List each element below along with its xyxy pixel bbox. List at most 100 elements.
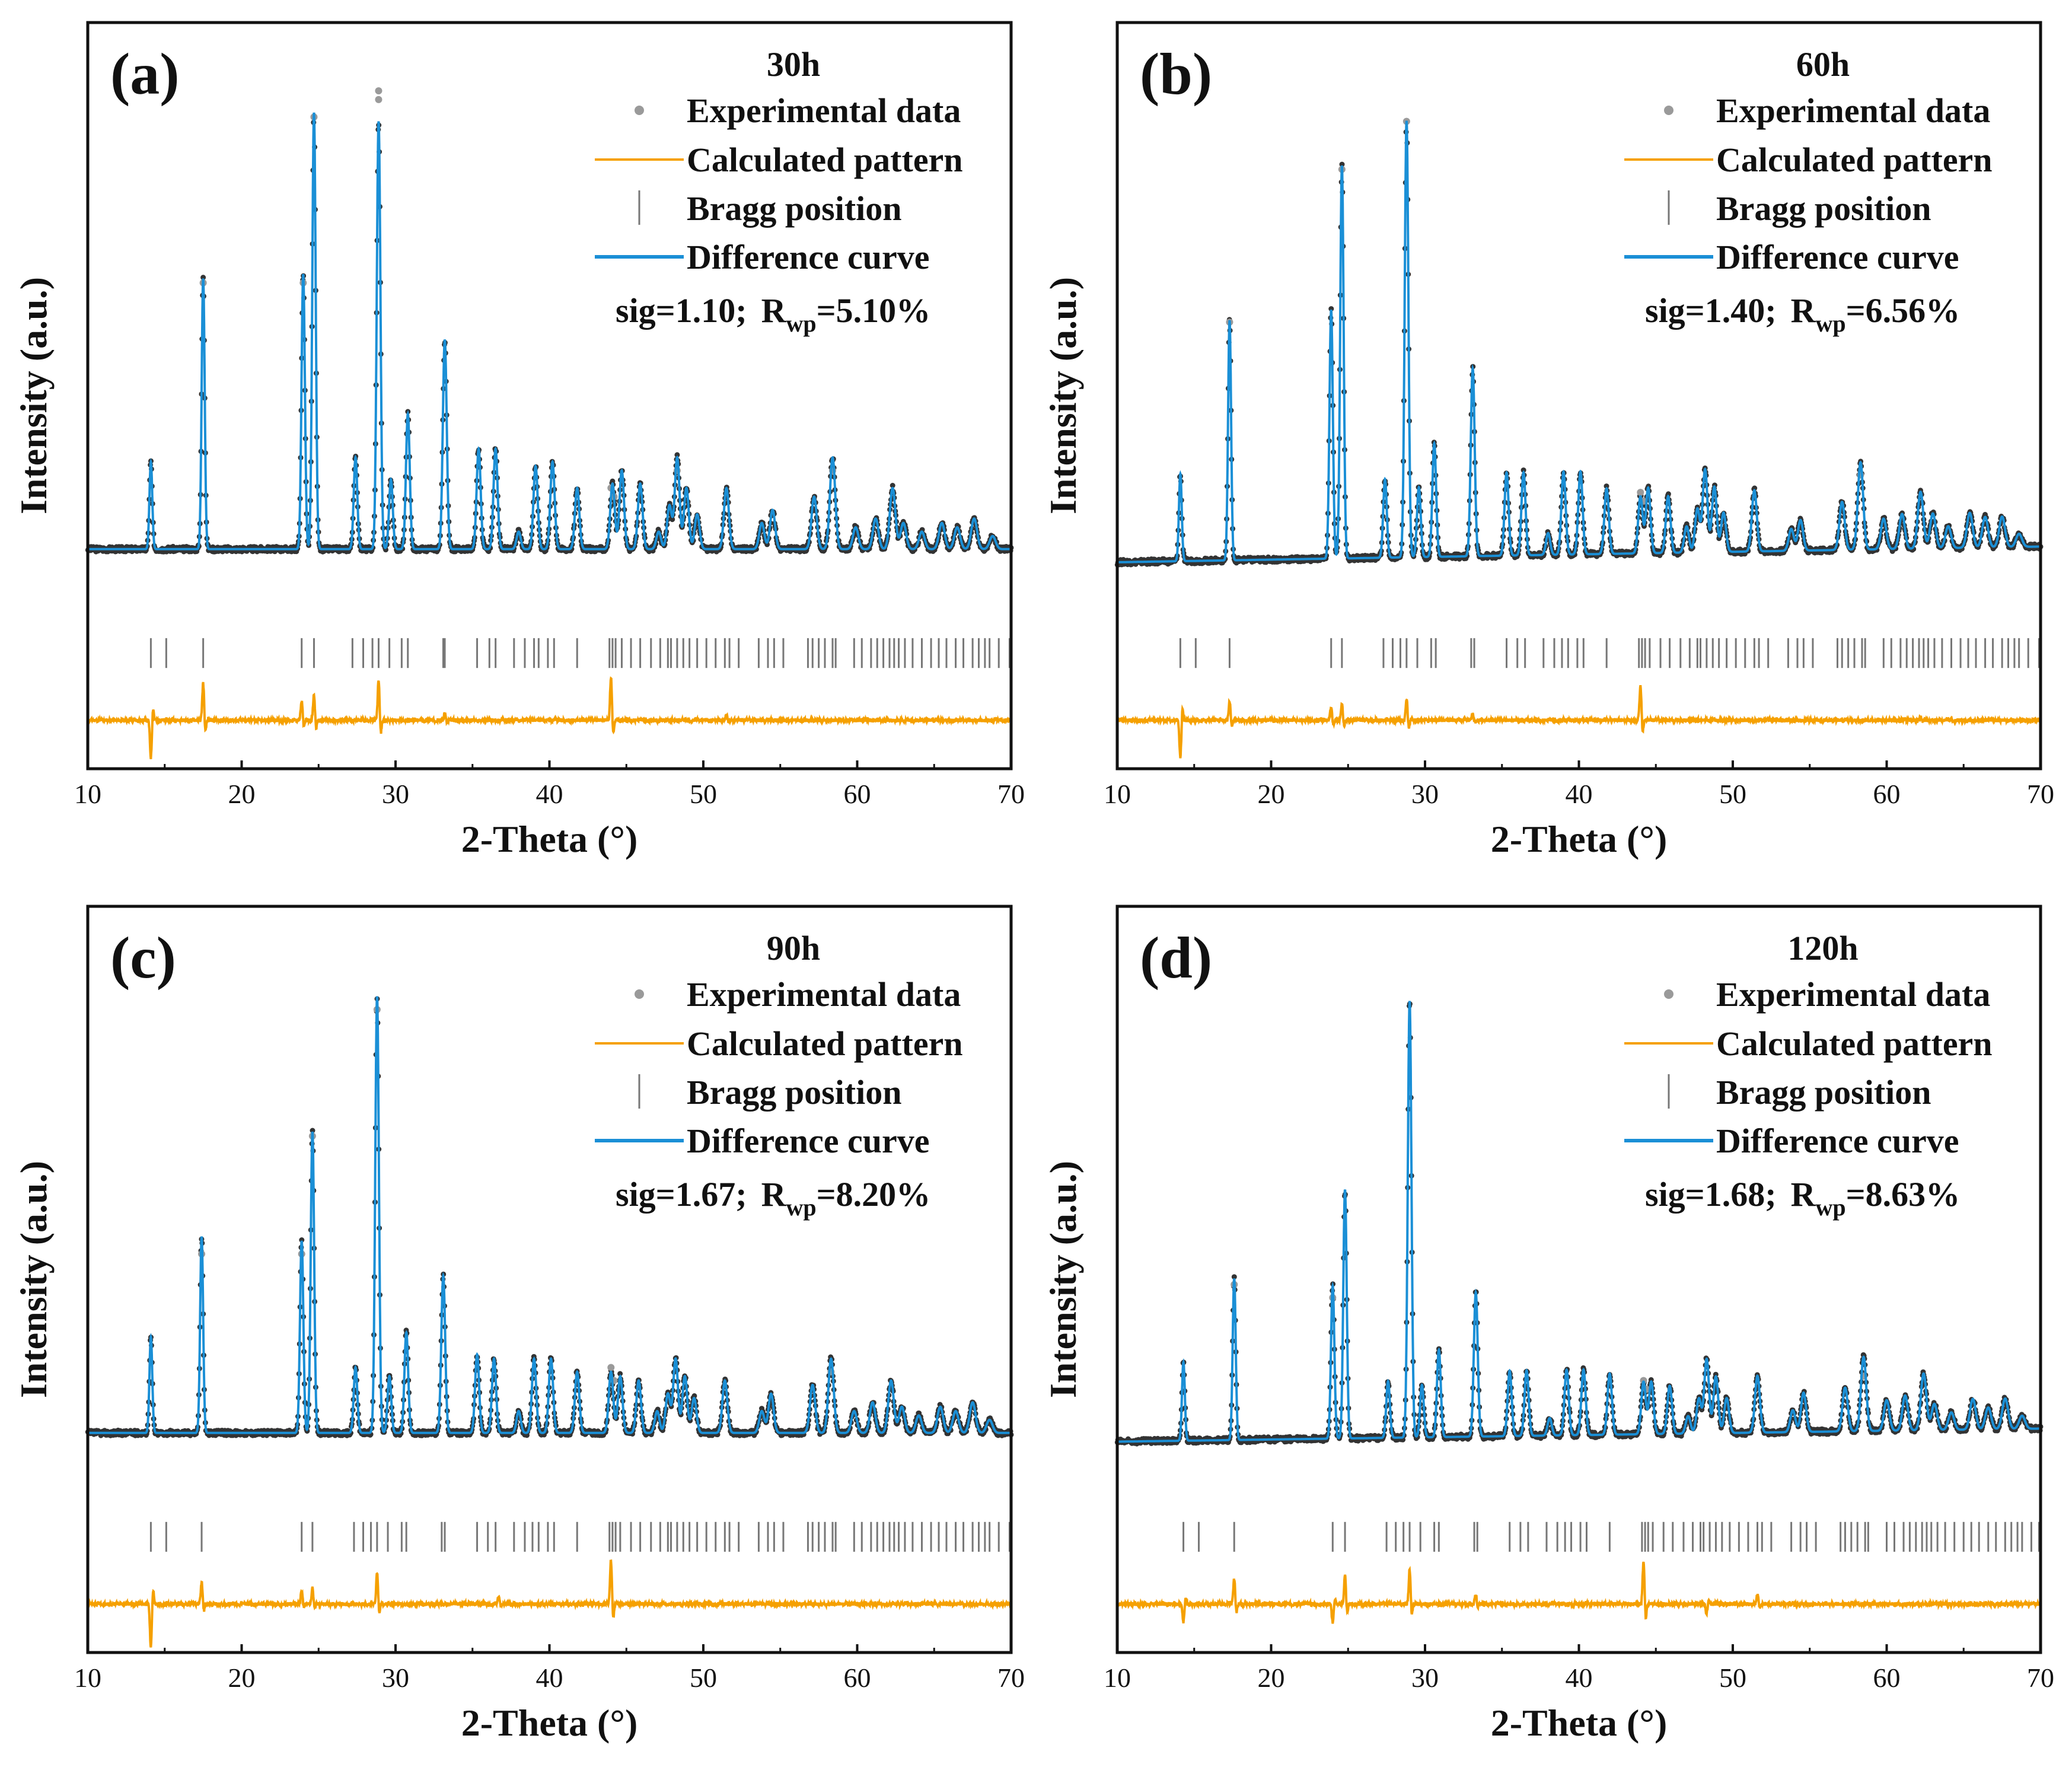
experimental-outlier-point	[1637, 489, 1644, 496]
x-tick-label: 20	[228, 1663, 256, 1693]
axes-frame	[86, 21, 1013, 770]
panel-label: (c)	[110, 925, 176, 991]
x-tick-label: 40	[1566, 1663, 1593, 1693]
bragg-positions	[1182, 1521, 2040, 1552]
experimental-outlier-point	[607, 1364, 615, 1371]
rwp-symbol: R	[1791, 1175, 1816, 1214]
axes-frame	[86, 905, 1013, 1654]
calculated-pattern-line	[1117, 1001, 2041, 1443]
experimental-points	[85, 113, 1014, 555]
legend-title: 90h	[767, 929, 820, 967]
fit-statistics: sig=1.40; Rwp=6.56%	[1645, 291, 1960, 337]
difference-curve-line	[1116, 1561, 2042, 1624]
rwp-subscript: wp	[1815, 310, 1845, 337]
x-axis-title: 2-Theta (°)	[1491, 818, 1668, 860]
y-axis-title: Intensity (a.u.)	[12, 1161, 55, 1398]
x-tick-label: 40	[536, 1663, 563, 1693]
legend-calculated-label: Calculated pattern	[687, 141, 963, 179]
legend-calculated-label: Calculated pattern	[687, 1024, 963, 1063]
x-tick-label: 70	[2027, 779, 2054, 809]
panel-d: 10 20 30 40 50 60 70 2-Theta (°) Intensity (a.u.…	[1042, 905, 2054, 1744]
legend-experimental-marker	[635, 989, 644, 999]
x-tick-label: 30	[1411, 1663, 1439, 1693]
sig-value: sig=1.67;	[616, 1175, 747, 1214]
panel-c: 10 20 30 40 50 60 70 2-Theta (°) Intensity (a.u.…	[12, 905, 1025, 1744]
experimental-outlier-point	[375, 87, 382, 95]
panel-label: (b)	[1140, 41, 1212, 107]
experimental-data-series	[1114, 1001, 2044, 1447]
x-tick-label: 70	[997, 1663, 1025, 1693]
rwp-symbol: R	[761, 1175, 787, 1214]
fit-statistics: sig=1.67; Rwp=8.20%	[616, 1175, 930, 1221]
x-tick-label: 70	[2027, 1663, 2054, 1693]
rwp-symbol: R	[1791, 291, 1816, 330]
panel-a: 10 20 30 40 50 60 70 2-Theta (°) Intensity (a.u.…	[12, 21, 1025, 860]
x-tick-label: 60	[1873, 1663, 1901, 1693]
bragg-positions	[1179, 638, 2040, 668]
legend-experimental-marker	[1664, 106, 1673, 115]
bragg-positions	[149, 638, 1011, 668]
fit-statistics: sig=1.68; Rwp=8.63%	[1645, 1175, 1960, 1221]
rwp-value: =6.56%	[1846, 291, 1961, 330]
panel-label: (a)	[110, 41, 180, 107]
y-axis-title: Intensity (a.u.)	[1042, 277, 1084, 514]
experimental-outlier-point	[375, 95, 382, 103]
legend-experimental-label: Experimental data	[687, 975, 961, 1014]
x-tick-label: 20	[1258, 1663, 1285, 1693]
y-axis-title: Intensity (a.u.)	[12, 277, 55, 514]
x-tick-label: 40	[1566, 779, 1593, 809]
x-tick-label: 60	[844, 779, 871, 809]
rwp-subscript: wp	[1815, 1194, 1845, 1221]
x-tick-label: 40	[536, 779, 563, 809]
x-tick-label: 50	[1719, 1663, 1746, 1693]
x-axis-title: 2-Theta (°)	[1491, 1702, 1668, 1744]
x-tick-label: 50	[690, 1663, 717, 1693]
x-axis-title: 2-Theta (°)	[461, 818, 638, 860]
legend-title: 30h	[767, 45, 820, 84]
legend-experimental-marker	[1664, 989, 1673, 999]
x-tick-label: 70	[997, 779, 1025, 809]
x-tick-label: 60	[1873, 779, 1901, 809]
legend-bragg-label: Bragg position	[687, 189, 902, 228]
axes-frame	[1115, 21, 2042, 770]
calculated-pattern-line	[1117, 120, 2041, 563]
legend-title: 120h	[1787, 929, 1858, 967]
legend: 120h Experimental data Calculated pattern B…	[1624, 929, 1993, 1221]
difference-curve-line	[1116, 684, 2042, 759]
fit-statistics: sig=1.10; Rwp=5.10%	[616, 291, 930, 337]
x-tick-label: 10	[74, 779, 101, 809]
x-tick-label: 30	[382, 1663, 409, 1693]
x-tick-label: 10	[74, 1663, 101, 1693]
x-tick-label: 10	[1104, 1663, 1131, 1693]
panel-b: 10 20 30 40 50 60 70 2-Theta (°) Intensity (a.u.…	[1042, 21, 2054, 860]
legend-experimental-label: Experimental data	[1716, 91, 1990, 130]
x-tick-label: 60	[844, 1663, 871, 1693]
legend: 90h Experimental data Calculated pattern Br…	[595, 929, 963, 1221]
x-tick-label: 50	[690, 779, 717, 809]
legend-difference-label: Difference curve	[1716, 238, 1959, 276]
rwp-value: =5.10%	[817, 291, 931, 330]
x-axis-title: 2-Theta (°)	[461, 1702, 638, 1744]
x-tick-label: 50	[1719, 779, 1746, 809]
rwp-symbol: R	[761, 291, 787, 330]
y-axis-title: Intensity (a.u.)	[1042, 1161, 1084, 1398]
rwp-value: =8.20%	[817, 1175, 931, 1214]
x-tick-label: 10	[1104, 779, 1131, 809]
rwp-subscript: wp	[786, 1194, 816, 1221]
legend: 30h Experimental data Calculated pattern Br…	[595, 45, 963, 337]
x-tick-label: 30	[1411, 779, 1439, 809]
legend-experimental-label: Experimental data	[687, 91, 961, 130]
experimental-points	[1114, 1001, 2044, 1447]
axes-frame	[1115, 905, 2042, 1654]
panel-label: (d)	[1140, 925, 1212, 991]
x-tick-label: 20	[1258, 779, 1285, 809]
legend-experimental-label: Experimental data	[1716, 975, 1990, 1014]
bragg-positions	[149, 1521, 1011, 1552]
legend-difference-label: Difference curve	[687, 238, 930, 276]
calculated-pattern-line	[88, 112, 1011, 550]
difference-curve-line	[87, 1559, 1012, 1648]
difference-curve-line	[87, 676, 1012, 760]
legend-difference-label: Difference curve	[1716, 1122, 1959, 1160]
legend-title: 60h	[1796, 45, 1850, 84]
